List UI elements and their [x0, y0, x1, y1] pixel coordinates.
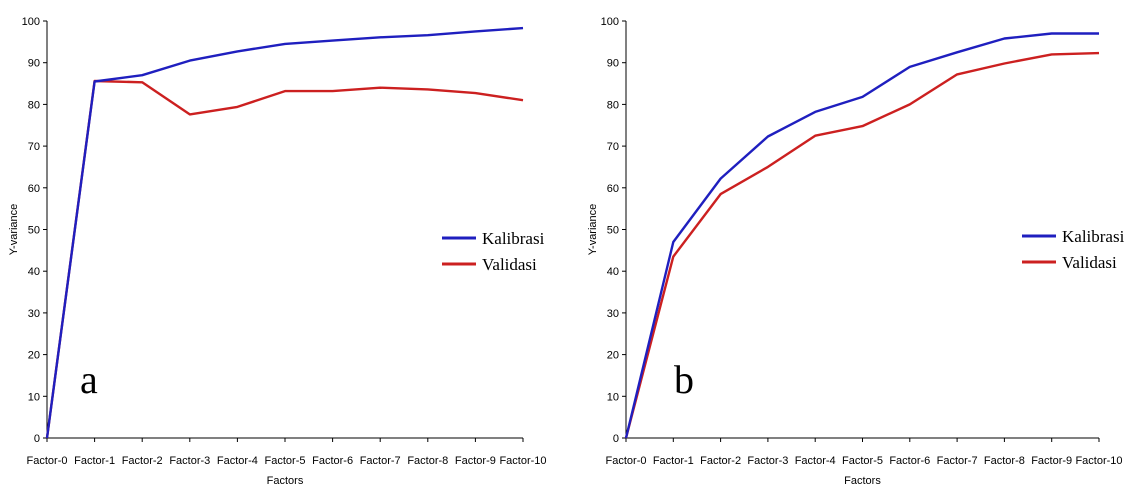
chart-panel-a: 0 10 20 30 40 50 60 70 80 90 100 Factor-0 Factor-1 Fa…: [8, 16, 547, 487]
y-axis-title: Y-variance: [8, 204, 20, 256]
y-tick-label: 60: [607, 183, 619, 195]
y-tick-label: 90: [607, 58, 619, 70]
x-tick-label: Factor-4: [795, 455, 836, 467]
y-tick-label: 50: [28, 225, 40, 237]
x-tick-label: Factor-9: [1031, 455, 1072, 467]
y-tick-label: 40: [607, 266, 619, 278]
y-tick-label: 80: [28, 99, 40, 111]
y-tick-label: 60: [28, 183, 40, 195]
series-line-kalibrasi: [45, 26, 524, 439]
y-tick-label: 70: [607, 141, 619, 153]
x-tick-label: Factor-10: [499, 455, 546, 467]
y-axis-title: Y-variance: [587, 204, 599, 256]
y-tick-label: 80: [607, 99, 619, 111]
x-tick-label: Factor-7: [360, 455, 401, 467]
y-tick-label: 40: [28, 266, 40, 278]
x-tick-label: Factor-8: [984, 455, 1025, 467]
y-tick-label: 0: [34, 433, 40, 445]
x-tick-label: Factor-3: [747, 455, 788, 467]
series-line-validasi: [624, 51, 1100, 439]
y-tick-label: 100: [22, 16, 40, 28]
y-tick-label: 20: [28, 350, 40, 362]
y-tick-label: 10: [28, 391, 40, 403]
x-tick-label: Factor-1: [653, 455, 694, 467]
x-tick-label: Factor-2: [700, 455, 741, 467]
x-tick-label: Factor-6: [312, 455, 353, 467]
x-tick-label: Factor-3: [169, 455, 210, 467]
x-tick-label: Factor-0: [27, 455, 68, 467]
x-axis-title: Factors: [844, 475, 881, 487]
panel-label: a: [80, 357, 98, 402]
x-tick-label: Factor-5: [842, 455, 883, 467]
y-tick-label: 70: [28, 141, 40, 153]
x-tick-label: Factor-4: [217, 455, 258, 467]
series-line-validasi: [45, 79, 524, 439]
x-tick-label: Factor-9: [455, 455, 496, 467]
x-tick-label: Factor-2: [122, 455, 163, 467]
x-tick-label: Factor-0: [606, 455, 647, 467]
x-tick-label: Factor-7: [937, 455, 978, 467]
x-tick-label: Factor-1: [74, 455, 115, 467]
legend-label-validasi: Validasi: [1062, 253, 1117, 272]
x-tick-label: Factor-5: [265, 455, 306, 467]
y-tick-label: 100: [601, 16, 619, 28]
x-axis-title: Factors: [267, 475, 304, 487]
y-tick-label: 50: [607, 225, 619, 237]
y-tick-label: 0: [613, 433, 619, 445]
x-tick-label: Factor-8: [407, 455, 448, 467]
y-tick-label: 10: [607, 391, 619, 403]
x-tick-label: Factor-10: [1075, 455, 1122, 467]
legend-label-kalibrasi: Kalibrasi: [482, 229, 545, 248]
y-tick-label: 30: [607, 308, 619, 320]
legend-label-validasi: Validasi: [482, 255, 537, 274]
y-tick-label: 90: [28, 58, 40, 70]
x-tick-label: Factor-6: [889, 455, 930, 467]
legend-label-kalibrasi: Kalibrasi: [1062, 227, 1125, 246]
y-tick-label: 30: [28, 308, 40, 320]
panel-label: b: [674, 357, 694, 402]
y-tick-label: 20: [607, 350, 619, 362]
chart-panel-b: 0 10 20 30 40 50 60 70 80 90 100 Factor-0 Factor-1 Fa…: [587, 16, 1125, 487]
